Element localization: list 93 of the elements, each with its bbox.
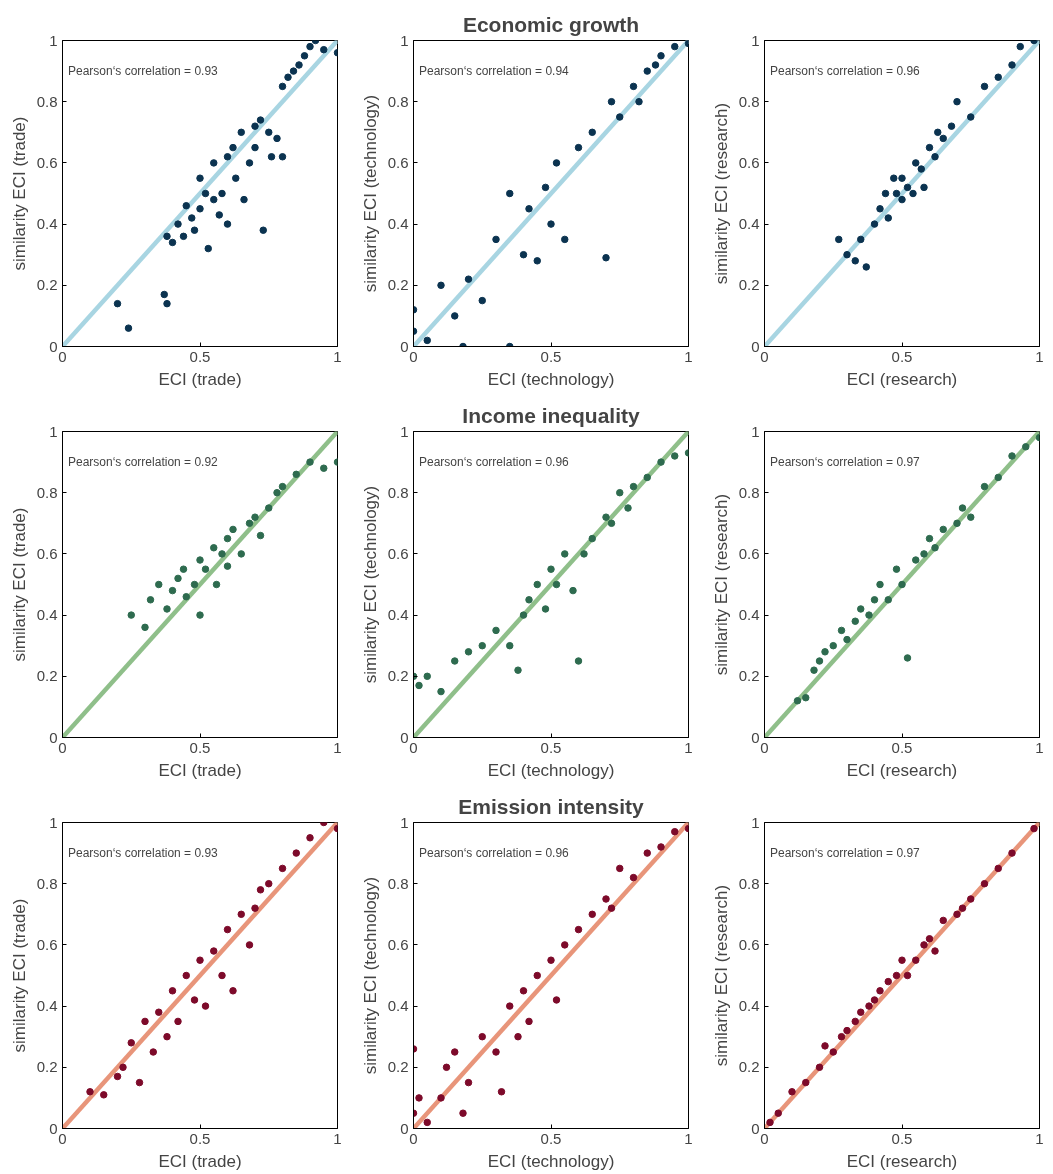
y-tick-label: 0.2 — [387, 276, 409, 294]
y-tick-label: 0.8 — [387, 92, 409, 110]
y-tick-label: 1 — [751, 31, 760, 49]
x-tick-label: 1 — [333, 347, 342, 365]
x-axis-title: ECI (research) — [846, 760, 958, 780]
y-tick-label: 0.8 — [738, 874, 760, 892]
y-tick-label: 0.8 — [738, 92, 760, 110]
y-tick-label: 1 — [751, 422, 760, 440]
y-tick-label: 0.2 — [738, 276, 760, 294]
y-axis-title: similarity ECI (trade) — [9, 898, 29, 1053]
x-axis-title: ECI (trade) — [158, 1151, 242, 1171]
x-axis-title: ECI (research) — [846, 369, 958, 389]
y-axis-title: similarity ECI (research) — [711, 102, 731, 285]
y-tick-label: 0.6 — [36, 153, 58, 171]
x-tick-label: 0.5 — [189, 347, 211, 365]
x-axis-title: ECI (trade) — [158, 760, 242, 780]
y-tick-label: 0.6 — [36, 935, 58, 953]
y-tick-label: 0.4 — [387, 997, 409, 1015]
y-tick-label: 0.2 — [738, 667, 760, 685]
y-tick-label: 0.4 — [738, 215, 760, 233]
y-tick-label: 0.2 — [36, 667, 58, 685]
annotation: Pearson‘s correlation = 0.93 — [68, 846, 219, 861]
y-tick-label: 0.4 — [36, 215, 58, 233]
x-axis-title: ECI (trade) — [158, 369, 242, 389]
y-tick-label: 0.4 — [387, 215, 409, 233]
y-axis-title: similarity ECI (technology) — [360, 876, 380, 1075]
x-tick-label: 1 — [684, 347, 693, 365]
annotation: Pearson‘s correlation = 0.96 — [770, 64, 921, 79]
y-tick-label: 1 — [400, 31, 409, 49]
y-tick-label: 1 — [49, 31, 58, 49]
y-tick-label: 0.8 — [36, 874, 58, 892]
x-tick-label: 0.5 — [189, 738, 211, 756]
y-tick-label: 1 — [49, 422, 58, 440]
y-tick-label: 0.6 — [387, 153, 409, 171]
x-tick-label: 1 — [684, 1129, 693, 1147]
y-tick-label: 0.6 — [387, 544, 409, 562]
y-tick-label: 1 — [400, 813, 409, 831]
y-tick-label: 0.6 — [738, 153, 760, 171]
y-tick-label: 0.2 — [387, 667, 409, 685]
annotation: Pearson‘s correlation = 0.96 — [419, 455, 570, 470]
chart-title: Emission intensity — [458, 794, 645, 818]
x-tick-label: 1 — [333, 738, 342, 756]
x-tick-label: 0.5 — [891, 1129, 913, 1147]
x-axis-title: ECI (technology) — [487, 760, 615, 780]
y-axis-title: similarity ECI (trade) — [9, 116, 29, 271]
y-tick-label: 0.2 — [387, 1058, 409, 1076]
x-tick-label: 1 — [684, 738, 693, 756]
x-axis-title: ECI (research) — [846, 1151, 958, 1171]
annotation: Pearson‘s correlation = 0.94 — [419, 64, 570, 79]
y-tick-label: 0.2 — [36, 276, 58, 294]
x-tick-label: 0.5 — [540, 1129, 562, 1147]
x-tick-label: 0.5 — [540, 738, 562, 756]
chart-title: Economic growth — [462, 12, 640, 36]
y-axis-title: similarity ECI (technology) — [360, 94, 380, 293]
x-tick-label: 0.5 — [891, 347, 913, 365]
x-tick-label: 1 — [1035, 738, 1044, 756]
x-tick-label: 1 — [333, 1129, 342, 1147]
x-tick-label: 0.5 — [891, 738, 913, 756]
y-tick-label: 0.6 — [387, 935, 409, 953]
y-tick-label: 0.4 — [36, 997, 58, 1015]
y-tick-label: 0.4 — [36, 606, 58, 624]
y-tick-label: 0.4 — [738, 606, 760, 624]
y-tick-label: 0.2 — [738, 1058, 760, 1076]
y-tick-label: 0.4 — [387, 606, 409, 624]
y-tick-label: 0.8 — [36, 483, 58, 501]
annotation: Pearson‘s correlation = 0.92 — [68, 455, 219, 470]
y-tick-label: 1 — [49, 813, 58, 831]
y-tick-label: 1 — [400, 422, 409, 440]
x-axis-title: ECI (technology) — [487, 369, 615, 389]
y-tick-label: 0.8 — [36, 92, 58, 110]
annotation: Pearson‘s correlation = 0.97 — [770, 846, 921, 861]
y-tick-label: 1 — [751, 813, 760, 831]
x-axis-title: ECI (technology) — [487, 1151, 615, 1171]
x-tick-label: 1 — [1035, 347, 1044, 365]
y-tick-label: 0.8 — [738, 483, 760, 501]
y-tick-label: 0.6 — [738, 544, 760, 562]
y-axis-title: similarity ECI (research) — [711, 884, 731, 1067]
chart-title: Income inequality — [462, 403, 641, 427]
x-tick-label: 0.5 — [540, 347, 562, 365]
annotation: Pearson‘s correlation = 0.97 — [770, 455, 921, 470]
y-tick-label: 0.8 — [387, 483, 409, 501]
y-tick-label: 0.6 — [738, 935, 760, 953]
y-axis-title: similarity ECI (trade) — [9, 507, 29, 662]
y-tick-label: 0.2 — [36, 1058, 58, 1076]
x-tick-label: 0.5 — [189, 1129, 211, 1147]
x-tick-label: 1 — [1035, 1129, 1044, 1147]
y-axis-title: similarity ECI (research) — [711, 493, 731, 676]
y-axis-title: similarity ECI (technology) — [360, 485, 380, 684]
y-tick-label: 0.4 — [738, 997, 760, 1015]
annotation: Pearson‘s correlation = 0.93 — [68, 64, 219, 79]
annotation: Pearson‘s correlation = 0.96 — [419, 846, 570, 861]
y-tick-label: 0.8 — [387, 874, 409, 892]
y-tick-label: 0.6 — [36, 544, 58, 562]
